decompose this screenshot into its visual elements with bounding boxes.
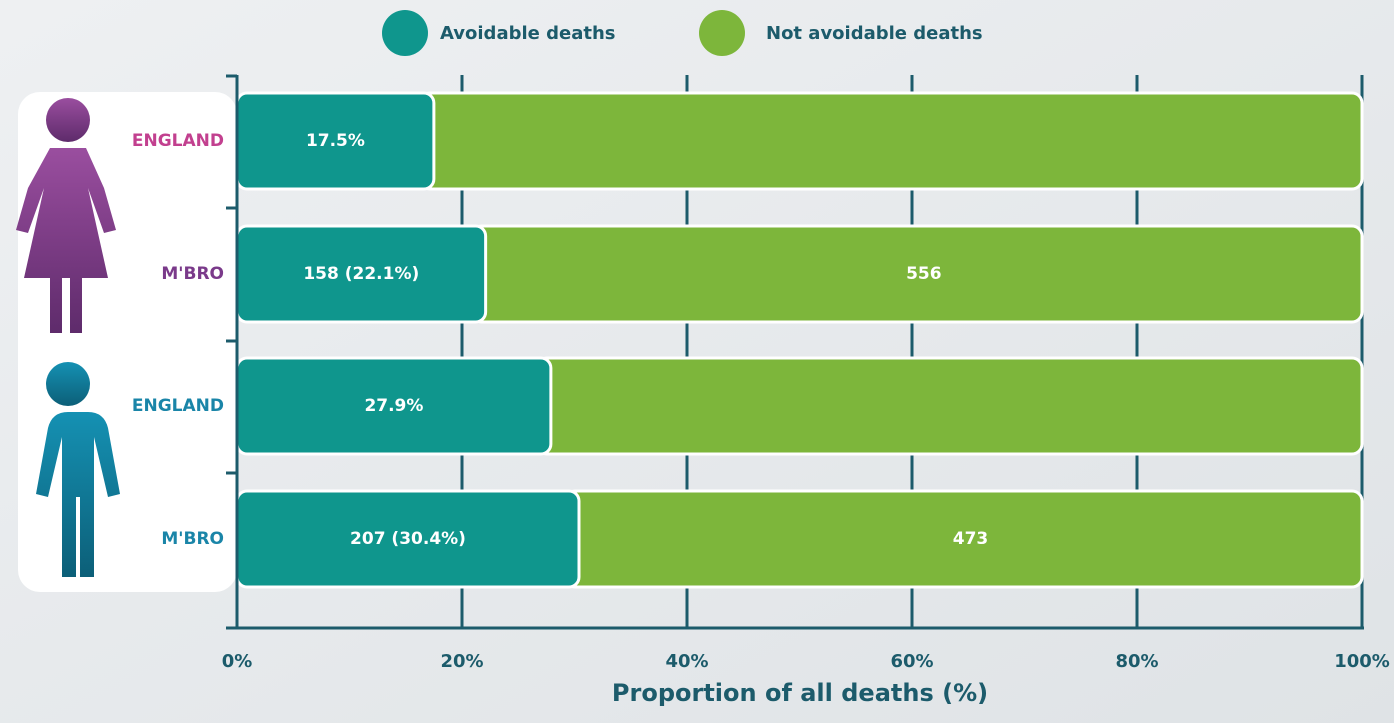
legend-label: Avoidable deaths [440,23,616,44]
x-tick-label: 60% [890,651,933,672]
category-label: M'BRO [161,529,224,549]
x-tick-label: 100% [1334,651,1390,672]
x-tick-label: 0% [222,651,253,672]
male-icon [36,362,120,577]
axes [226,74,1364,630]
x-axis-title: Proportion of all deaths (%) [612,679,988,707]
female-icon [16,98,116,333]
value-label: 17.5% [306,131,365,151]
category-label: M'BRO [161,264,224,284]
value-label: 27.9% [364,396,423,416]
x-tick-label: 20% [440,651,483,672]
x-tick-label: 40% [665,651,708,672]
bar-segment [535,356,1364,456]
category-label: ENGLAND [132,131,224,151]
x-tick-label: 80% [1115,651,1158,672]
value-label: 207 (30.4%) [350,529,466,549]
value-label: 473 [953,529,989,549]
value-label: 158 (22.1%) [303,264,419,284]
bar-segment [418,91,1364,191]
legend-swatch [699,10,745,56]
bars: 17.5% 158 (22.1%) 556 27.9% 207 (30.4%) 473 [235,91,1364,589]
value-label: 556 [906,264,942,284]
category-label: ENGLAND [132,396,224,416]
legend-label: Not avoidable deaths [766,23,983,44]
legend-swatch [382,10,428,56]
